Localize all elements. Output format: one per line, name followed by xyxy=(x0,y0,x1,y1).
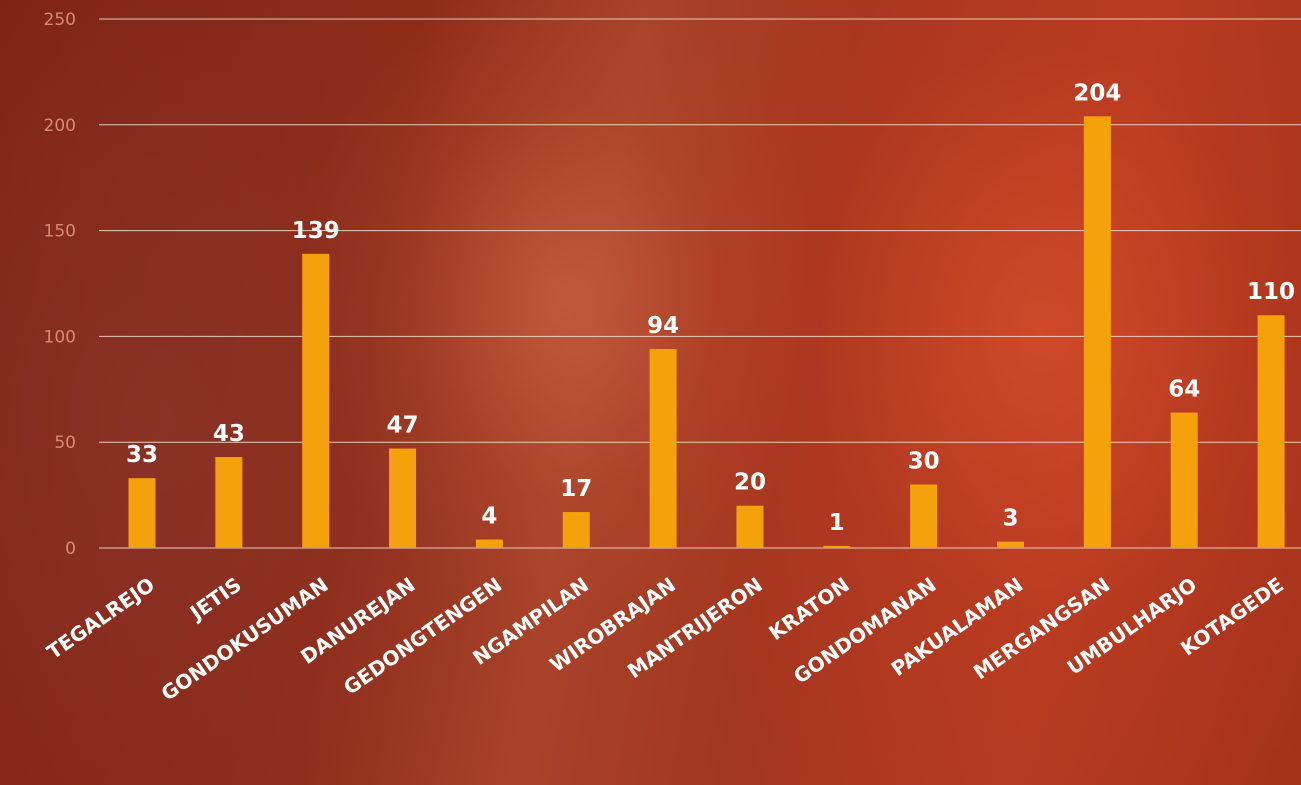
y-axis-ticks: 0 50 100 150 200 250 xyxy=(44,10,76,559)
data-label-gedongtengen: 4 xyxy=(481,504,497,530)
data-labels: 33 43 139 47 4 17 94 20 1 30 3 204 64 110 xyxy=(126,80,1295,536)
category-label-gedongtengen: GEDONGTENGEN xyxy=(339,572,506,699)
y-tick-label: 150 xyxy=(44,222,76,242)
data-label-wirobrajan: 94 xyxy=(647,313,679,339)
data-label-mantrijeron: 20 xyxy=(734,470,766,496)
bar-kotagede xyxy=(1257,315,1285,548)
bar-gondokusuman xyxy=(302,253,330,548)
data-label-jetis: 43 xyxy=(213,421,245,447)
bar-umbulharjo xyxy=(1170,412,1198,548)
bar-gedongtengen xyxy=(475,539,503,548)
category-labels: TEGALREJO JETISGONDOKUSUMANDANUREJANGEDON… xyxy=(42,572,1288,705)
category-label-jetis: JETIS xyxy=(184,572,246,625)
category-label-gondomanan: GONDOMANAN xyxy=(789,572,940,688)
bar-ngampilan xyxy=(562,512,590,548)
data-label-tegalrejo: 33 xyxy=(126,442,158,468)
data-label-gondomanan: 30 xyxy=(908,449,940,475)
y-tick-label: 0 xyxy=(65,539,76,559)
y-tick-label: 250 xyxy=(44,10,76,30)
data-label-kraton: 1 xyxy=(829,510,845,536)
data-label-kotagede: 110 xyxy=(1247,279,1295,305)
data-label-ngampilan: 17 xyxy=(560,476,592,502)
bar-gondomanan xyxy=(910,484,938,548)
bar-danurejan xyxy=(389,448,417,548)
bar-wirobrajan xyxy=(649,349,677,548)
bar-jetis xyxy=(215,457,243,548)
bar-pakualaman xyxy=(997,541,1024,548)
y-tick-label: 50 xyxy=(54,433,76,453)
y-tick-label: 100 xyxy=(44,327,76,347)
data-label-mergangsan: 204 xyxy=(1073,80,1121,106)
y-tick-label: 200 xyxy=(44,116,76,136)
category-label-tegalrejo: TEGALREJO xyxy=(42,572,159,664)
bar-mantrijeron xyxy=(736,505,764,548)
bar-kraton xyxy=(823,545,851,548)
bar-mergangsan xyxy=(1083,116,1111,548)
data-label-umbulharjo: 64 xyxy=(1168,377,1200,403)
bars xyxy=(128,116,1285,548)
data-label-danurejan: 47 xyxy=(387,413,419,439)
data-label-gondokusuman: 139 xyxy=(292,218,340,244)
bar-tegalrejo xyxy=(128,478,156,548)
data-label-pakualaman: 3 xyxy=(1002,506,1018,532)
